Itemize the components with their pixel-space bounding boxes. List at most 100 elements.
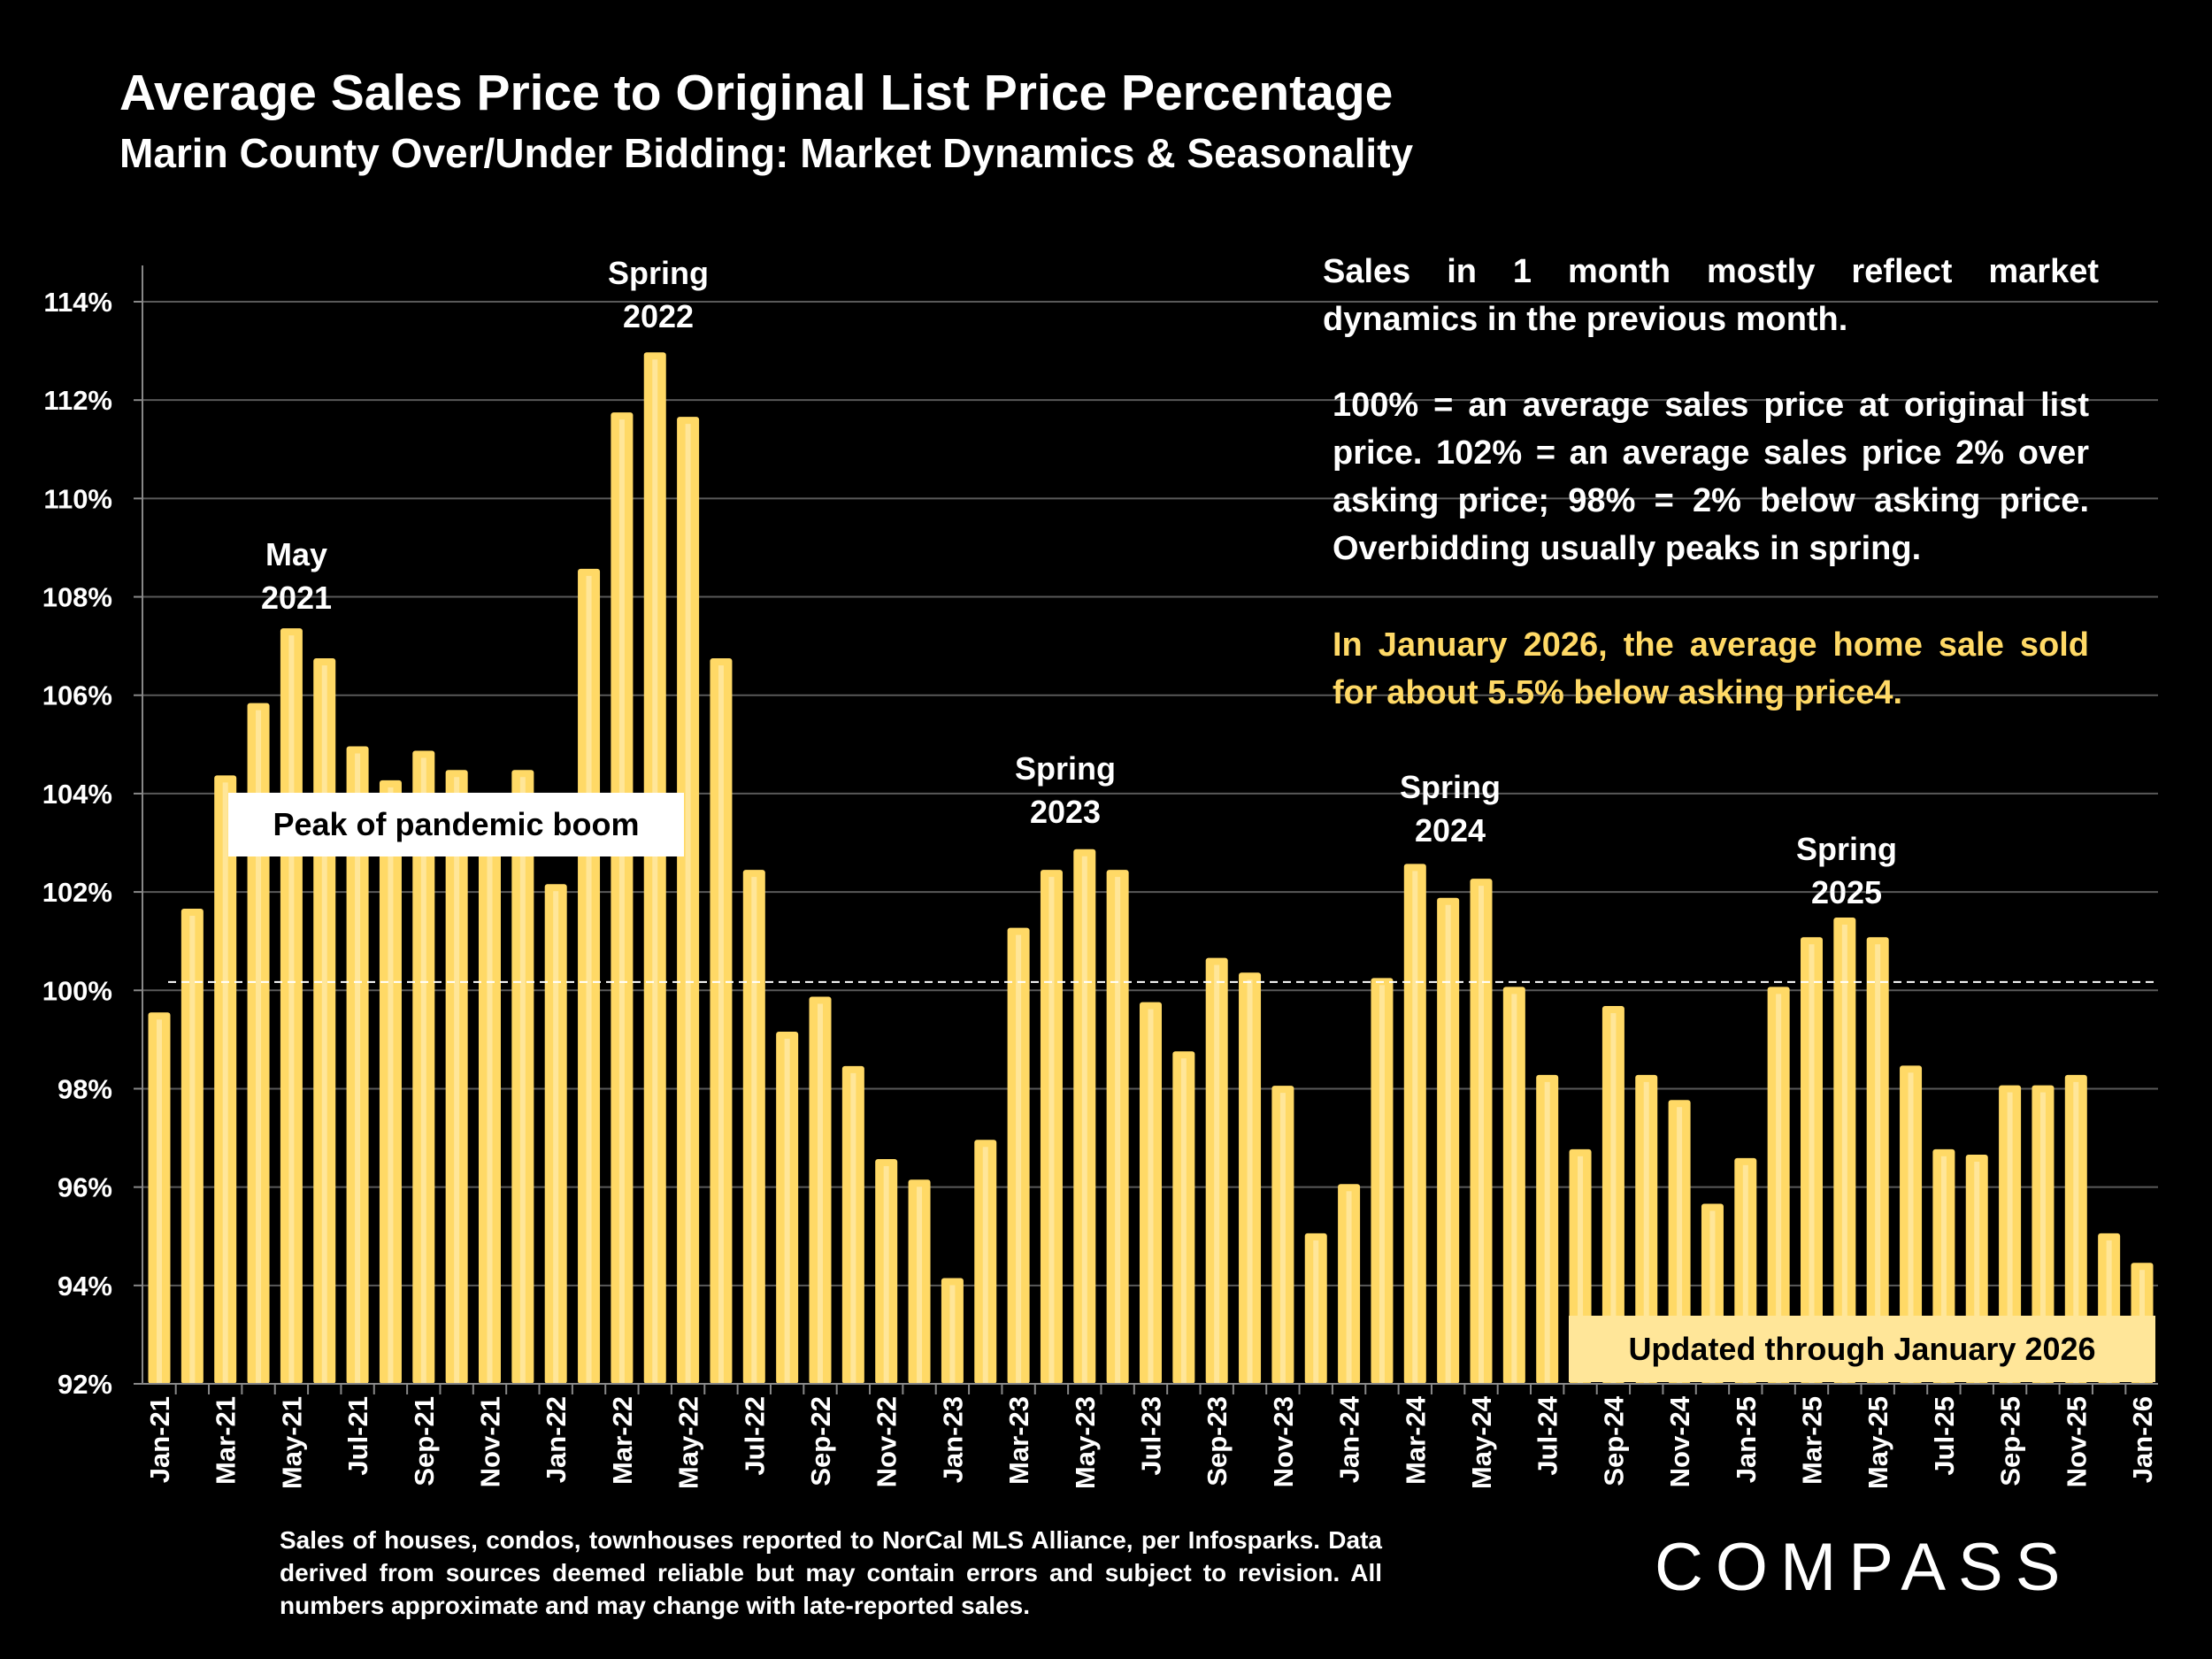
bar-highlight: [355, 753, 361, 1384]
bar-highlight: [1279, 1093, 1286, 1384]
annotation-may-2021: May 2021: [261, 533, 332, 619]
bar-highlight: [586, 575, 592, 1384]
x-tick-label: Nov-21: [475, 1396, 506, 1487]
bar-highlight: [1908, 1072, 1914, 1384]
chart-subtitle: Marin County Over/Under Bidding: Market …: [119, 130, 1414, 176]
x-tick-label: Mar-25: [1797, 1396, 1828, 1485]
x-tick-label: Sep-21: [409, 1396, 440, 1486]
annotation-spring-2025: Spring 2025: [1796, 827, 1897, 914]
x-tick-label: May-22: [673, 1396, 704, 1489]
bar-highlight: [1940, 1156, 1947, 1384]
y-tick-label: 114%: [43, 287, 112, 318]
bar-highlight: [718, 665, 724, 1384]
bar-highlight: [553, 891, 559, 1384]
bar-highlight: [2073, 1081, 2079, 1384]
x-tick-label: Jul-25: [1929, 1396, 1960, 1476]
bar-highlight: [1776, 994, 1782, 1384]
updated-through-label: Updated through January 2026: [1569, 1316, 2155, 1382]
annotation-line: May: [265, 536, 328, 572]
y-tick-label: 104%: [42, 779, 112, 810]
annotation-line: 2021: [260, 580, 333, 616]
bar-highlight: [1479, 886, 1484, 1384]
x-tick-label: Jan-21: [144, 1396, 175, 1483]
x-tick-label: Nov-23: [1268, 1396, 1299, 1487]
peak-pandemic-label: Peak of pandemic boom: [228, 793, 684, 856]
x-tick-label: Jul-22: [739, 1396, 770, 1476]
bar-highlight: [1578, 1156, 1584, 1384]
y-tick-label: 96%: [58, 1172, 112, 1203]
bar-highlight: [818, 1003, 823, 1384]
annotation-line: Spring: [608, 255, 709, 291]
x-tick-label: Sep-22: [805, 1396, 836, 1486]
bar-highlight: [189, 915, 196, 1384]
y-tick-label: 108%: [42, 582, 112, 613]
annotation-line: 2024: [1414, 812, 1486, 849]
x-tick-label: May-25: [1863, 1396, 1893, 1489]
bar-highlight: [288, 635, 295, 1384]
bar-highlight: [917, 1187, 923, 1384]
y-tick-label: 106%: [42, 680, 112, 711]
bar-highlight: [1974, 1161, 1980, 1384]
x-tick-label: May-23: [1070, 1396, 1101, 1489]
bar-highlight: [685, 424, 691, 1384]
bar-highlight: [321, 665, 327, 1384]
x-tick-label: Mar-21: [211, 1396, 242, 1485]
bar-highlight: [1379, 985, 1385, 1384]
bar-highlight: [454, 777, 460, 1384]
bar-highlight: [850, 1072, 856, 1384]
x-tick-label: Jan-25: [1731, 1396, 1762, 1483]
bar-highlight: [1247, 979, 1253, 1384]
x-tick-label: Jul-21: [342, 1396, 373, 1476]
annotation-spring-2024: Spring 2024: [1400, 765, 1501, 852]
bar-highlight: [1081, 856, 1087, 1384]
y-tick-label: 102%: [42, 877, 112, 908]
y-tick-label: 112%: [43, 385, 112, 416]
x-tick-label: Mar-23: [1003, 1396, 1034, 1485]
bar-highlight: [784, 1038, 790, 1384]
y-tick-label: 100%: [42, 975, 112, 1006]
x-tick-label: Nov-25: [2061, 1396, 2092, 1487]
bar-highlight: [1809, 944, 1815, 1384]
x-tick-label: May-21: [276, 1396, 307, 1489]
note-january-2026: In January 2026, the average home sale s…: [1333, 626, 2089, 711]
bar-highlight: [2039, 1092, 2046, 1384]
x-tick-label: Jan-24: [1334, 1395, 1365, 1483]
x-tick-label: Sep-23: [1202, 1396, 1233, 1486]
bar-highlight: [883, 1165, 889, 1384]
bar-highlight: [388, 787, 394, 1384]
bar-highlight: [1445, 904, 1451, 1384]
bar-highlight: [1180, 1058, 1187, 1384]
bar-highlight: [1048, 877, 1055, 1384]
y-tick-label: 92%: [58, 1369, 112, 1400]
bar-highlight: [256, 710, 262, 1384]
bar-highlight: [1346, 1191, 1352, 1384]
y-tick-label: 94%: [58, 1271, 112, 1302]
bar-highlight: [1214, 964, 1220, 1384]
bar-highlight: [157, 1019, 162, 1384]
bar-highlight: [1841, 924, 1847, 1384]
bar-highlight: [982, 1147, 988, 1384]
annotation-spring-2023: Spring 2023: [1015, 747, 1116, 833]
annotation-line: Spring: [1796, 831, 1897, 867]
bar-highlight: [487, 825, 493, 1384]
x-tick-label: Jan-23: [937, 1396, 968, 1483]
x-tick-label: Jul-23: [1136, 1396, 1167, 1476]
x-tick-label: Mar-22: [607, 1396, 638, 1485]
bar-highlight: [618, 419, 625, 1384]
x-tick-label: Sep-24: [1598, 1395, 1629, 1486]
annotation-line: 2023: [1029, 794, 1102, 830]
x-tick-label: Jul-24: [1532, 1395, 1563, 1475]
bar-highlight: [1016, 934, 1022, 1384]
x-tick-label: Sep-25: [1995, 1396, 2026, 1486]
bar-highlight: [1148, 1009, 1154, 1384]
note-market-dynamics: Sales in 1 month mostly reflect market d…: [1323, 253, 2099, 338]
bar-highlight: [519, 777, 526, 1384]
bar-highlight: [420, 757, 426, 1384]
bar-highlight: [2106, 1240, 2112, 1384]
annotation-line: 2022: [622, 298, 695, 334]
chart-title: Average Sales Price to Original List Pri…: [119, 65, 1394, 121]
bar-highlight: [1115, 877, 1121, 1384]
bar-highlight: [1313, 1240, 1319, 1384]
annotation-line: Spring: [1015, 750, 1116, 787]
x-tick-label: Jan-26: [2127, 1396, 2158, 1483]
